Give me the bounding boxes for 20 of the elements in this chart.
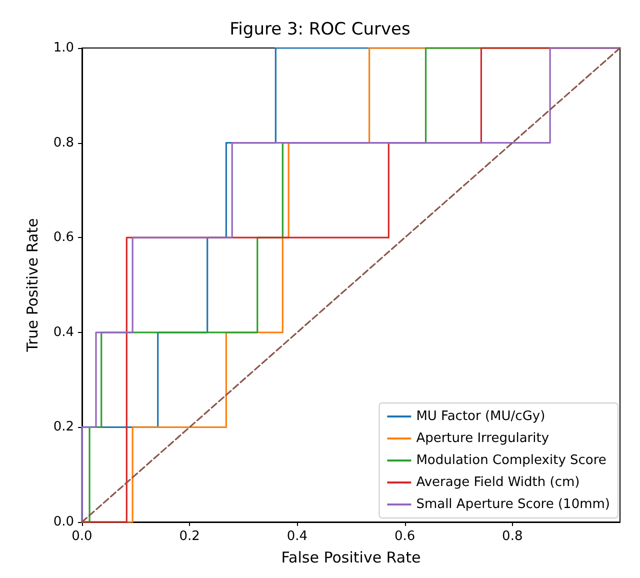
legend-label: MU Factor (MU/cGy) [416,409,546,424]
line-series [81,47,621,523]
y-tick-label: 0.4 [53,324,74,340]
x-tick-label: 0.0 [72,529,92,544]
y-tick-label: 0.6 [53,230,74,246]
x-tick-label: 0.6 [394,529,416,544]
y-tick-label: 0.0 [53,514,74,530]
legend-label: Modulation Complexity Score [416,453,606,468]
legend-label: Small Aperture Score (10mm) [416,497,610,512]
legend-label: Aperture Irregularity [416,431,550,446]
y-tick-label: 0.8 [53,135,74,150]
x-tick-label: 0.2 [179,529,200,544]
y-axis-title: True Positive Rate [24,218,42,353]
legend-label: Average Field Width (cm) [416,475,580,490]
x-tick-label: 0.4 [286,529,308,544]
x-tick-label: 0.8 [502,529,523,544]
chart-title: Figure 3: ROC Curves [230,20,411,40]
y-tick-label: 0.2 [53,420,74,435]
y-tick-label: 1.0 [53,40,74,56]
x-axis-title: False Positive Rate [281,548,421,566]
